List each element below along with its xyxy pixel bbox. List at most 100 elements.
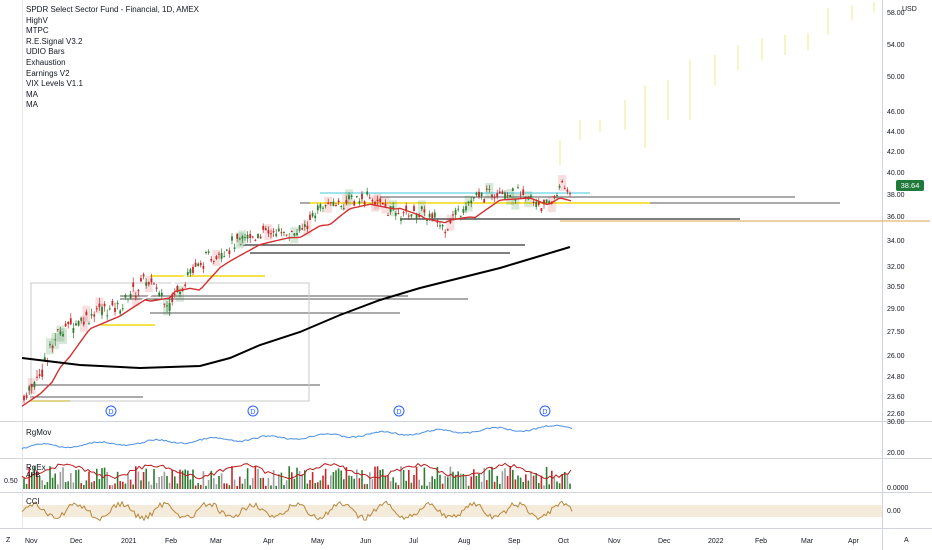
price-tick-label: 38.00: [887, 192, 905, 199]
signal-zone: [446, 214, 455, 231]
rgex-bar: [540, 475, 543, 489]
indicator-label[interactable]: VIX Levels V1.1: [26, 79, 83, 89]
candle-body: [371, 200, 374, 202]
rgex-bar: [187, 470, 189, 489]
signal-zone: [547, 196, 556, 213]
rgex-bar: [262, 477, 264, 489]
candle-body: [171, 294, 174, 302]
price-tick-label: 44.00: [887, 129, 905, 136]
indicator-label[interactable]: UDIO Bars: [26, 47, 65, 57]
candle-body: [160, 292, 163, 297]
candle-body: [59, 331, 62, 335]
dividend-marker: [105, 405, 117, 417]
candle-body: [33, 382, 36, 388]
candle-body: [348, 195, 350, 200]
rgex-bar: [379, 469, 381, 489]
candle-body: [38, 374, 41, 377]
indicator-label[interactable]: Exhaustion: [26, 57, 66, 67]
rgex-bar: [363, 484, 366, 489]
candle-body: [428, 213, 431, 218]
rgex-bar: [25, 483, 28, 489]
candle-body: [283, 231, 285, 233]
cci-label[interactable]: CCI: [26, 497, 40, 506]
rgex-bar: [408, 469, 410, 489]
rgex-bar: [207, 479, 210, 489]
indicator-label[interactable]: R.E.Signal V3.2: [26, 36, 83, 46]
candle-body: [77, 321, 80, 326]
signal-zone: [82, 305, 91, 322]
candle-body: [277, 228, 280, 232]
rgex-bar: [369, 472, 371, 489]
symbol-title[interactable]: SPDR Select Sector Fund - Financial, 1D,…: [26, 5, 199, 14]
candle-body: [319, 204, 322, 209]
candle-body: [517, 187, 519, 189]
rgex-bar: [192, 469, 194, 489]
rgex-label[interactable]: RgEx: [26, 463, 46, 472]
rgmov-pane: [21, 424, 573, 450]
candle-body: [324, 205, 327, 207]
rgex-bar: [447, 477, 449, 489]
timezone-corner[interactable]: Z: [6, 537, 11, 544]
candle-body: [106, 315, 109, 317]
time-tick-label: 2021: [121, 538, 137, 545]
candle-body: [23, 395, 25, 401]
pane-tick-label: 20.00: [887, 450, 905, 457]
candle-body: [366, 191, 369, 195]
candle-body: [218, 253, 220, 255]
candle-body: [259, 236, 262, 239]
rgex-bar: [428, 482, 431, 489]
time-tick-label: Feb: [165, 538, 177, 545]
candle-body: [384, 203, 387, 207]
rgex-bar: [148, 481, 150, 489]
time-tick-label: May: [311, 538, 325, 545]
rgex-bar: [93, 481, 95, 489]
autoscale-toggle[interactable]: A: [904, 537, 909, 544]
rgex-bar: [70, 473, 72, 489]
rgex-bar: [454, 474, 457, 489]
rgex-bar: [106, 472, 108, 489]
rgex-bar: [101, 468, 103, 489]
candle-body: [244, 237, 246, 239]
indicator-label[interactable]: Earnings V2: [26, 68, 70, 78]
candle-body: [358, 201, 361, 204]
rgex-bar: [267, 477, 270, 489]
candle-body: [355, 195, 358, 197]
candle-body: [498, 191, 501, 194]
candle-body: [543, 199, 545, 205]
indicator-label[interactable]: MA: [26, 100, 38, 110]
rgex-bar: [257, 469, 259, 489]
dividend-marker-label: D: [396, 409, 401, 416]
candle-body: [93, 314, 96, 317]
rgex-bar: [98, 479, 101, 489]
rgex-bar: [311, 472, 314, 489]
candle-body: [535, 201, 538, 207]
rgex-bar: [109, 485, 111, 489]
candle-body: [569, 193, 571, 195]
rgex-bar: [530, 471, 532, 489]
time-tick-label: 2022: [708, 538, 724, 545]
price-tick-label: 29.00: [887, 306, 905, 313]
rgex-bar: [83, 484, 85, 489]
rgex-bar: [145, 468, 147, 489]
candle-body: [410, 214, 413, 217]
rgex-bar: [168, 482, 171, 489]
price-candles: [23, 175, 571, 404]
rgex-bar: [317, 482, 319, 489]
rgex-bar: [512, 469, 514, 489]
rgex-bar: [36, 470, 38, 489]
rgex-bar: [415, 466, 418, 489]
indicator-label[interactable]: MTPC: [26, 26, 49, 36]
candle-body: [236, 234, 239, 239]
rgex-bar: [119, 481, 121, 489]
rgex-bar: [556, 481, 558, 489]
rgex-bar: [163, 471, 166, 489]
rgex-bar: [233, 479, 236, 489]
indicator-label[interactable]: MA: [26, 89, 38, 99]
rgex-bar: [231, 466, 233, 489]
rgex-bar: [522, 482, 524, 489]
candle-body: [558, 186, 561, 188]
candle-body: [25, 395, 28, 398]
rgmov-label[interactable]: RgMov: [26, 428, 52, 437]
indicator-label[interactable]: HighV: [26, 15, 48, 25]
